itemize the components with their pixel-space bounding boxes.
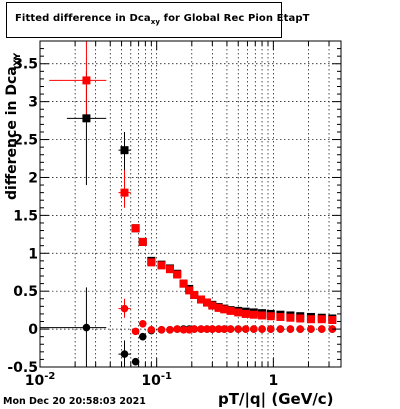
data-markers: [82, 76, 337, 366]
data-point-square: [266, 312, 275, 321]
data-point-circle: [234, 325, 243, 333]
y-tick-label: 2: [28, 170, 38, 186]
data-point-square: [214, 303, 223, 312]
data-point-square: [147, 258, 156, 267]
data-point-square: [120, 188, 129, 197]
data-point-square: [173, 270, 182, 279]
data-point-square: [241, 309, 250, 318]
data-point-circle: [147, 326, 156, 334]
data-point-circle: [266, 325, 275, 333]
data-point-square: [165, 265, 174, 274]
y-tick-label: 3.5: [13, 57, 38, 73]
data-point-circle: [286, 325, 295, 333]
data-point-square: [296, 314, 305, 323]
data-point-circle: [173, 325, 182, 333]
data-point-square: [220, 305, 229, 314]
data-point-circle: [131, 357, 140, 366]
y-tick-label: 2.5: [13, 133, 38, 149]
data-point-circle: [120, 350, 129, 358]
y-axis-label: difference in DcaXY: [4, 53, 23, 200]
title-rest: for Global Rec Pion EtapT: [160, 13, 310, 24]
error-bars: [40, 41, 131, 367]
data-point-square: [286, 313, 295, 322]
data-point-circle: [82, 323, 91, 332]
grid-lines: [39, 41, 341, 368]
data-point-square: [120, 146, 129, 155]
data-point-square: [197, 295, 206, 304]
data-point-circle: [166, 326, 174, 334]
y-tick-label: 0: [28, 322, 38, 338]
data-point-circle: [241, 325, 250, 333]
x-tick-label: 10-1: [141, 371, 172, 389]
data-point-square: [138, 237, 147, 246]
timestamp-footer: Mon Dec 20 20:58:03 2021: [3, 396, 146, 407]
data-point-square: [249, 310, 258, 319]
data-point-circle: [258, 325, 266, 333]
chart-title: Fitted difference in Dcaxy for Global Re…: [15, 13, 310, 26]
plot-frame: [39, 40, 342, 368]
x-axis-label: pT/|q| (GeV/c): [218, 390, 334, 408]
data-point-circle: [157, 326, 166, 334]
y-tick-label: 1.5: [13, 208, 38, 224]
y-tick-label: -0.5: [7, 360, 38, 376]
y-axis-label-main: difference in Dca: [4, 66, 20, 200]
data-point-circle: [197, 325, 205, 333]
data-point-square: [306, 315, 315, 324]
data-point-circle: [190, 325, 199, 333]
data-point-circle: [276, 325, 285, 333]
y-tick-label: 0.5: [13, 284, 38, 300]
data-point-square: [203, 298, 212, 307]
data-point-square: [226, 306, 235, 315]
title-subscript: xy: [150, 18, 161, 26]
title-main: Fitted difference in Dca: [15, 13, 151, 24]
data-point-square: [258, 311, 267, 320]
data-point-square: [328, 315, 337, 324]
data-point-circle: [307, 325, 315, 333]
data-point-square: [82, 76, 91, 85]
data-point-circle: [208, 325, 217, 333]
data-point-circle: [138, 332, 147, 341]
data-point-square: [185, 286, 194, 295]
data-point-square: [179, 279, 188, 288]
data-point-square: [131, 224, 140, 233]
data-point-circle: [317, 325, 326, 333]
x-tick-label: 10-2: [25, 371, 56, 389]
data-point-circle: [203, 325, 211, 333]
data-point-circle: [214, 325, 223, 333]
data-point-circle: [131, 327, 140, 336]
data-point-square: [190, 290, 199, 299]
data-point-circle: [120, 304, 129, 313]
data-point-square: [317, 315, 326, 324]
data-point-circle: [250, 325, 258, 333]
data-point-circle: [226, 325, 235, 333]
data-point-square: [276, 312, 285, 321]
data-point-circle: [296, 325, 305, 333]
data-point-square: [157, 261, 166, 270]
data-point-square: [234, 308, 243, 317]
axis-tick-labels: -0.5 0 0.5 1 1.5 2 2.5 3 3.5 10-2 10-1 1: [7, 57, 278, 389]
data-point-circle: [138, 319, 147, 328]
data-point-circle: [220, 325, 229, 333]
chart-title-box: Fitted difference in Dcaxy for Global Re…: [6, 2, 309, 38]
data-point-circle: [179, 326, 188, 334]
x-tick-label: 1: [268, 373, 278, 389]
y-axis-label-subscript: XY: [12, 52, 23, 67]
data-point-square: [82, 114, 91, 123]
data-point-square: [208, 301, 217, 310]
y-tick-label: 3: [28, 95, 38, 111]
y-tick-label: 1: [28, 246, 38, 262]
axis-ticks: [39, 40, 341, 368]
